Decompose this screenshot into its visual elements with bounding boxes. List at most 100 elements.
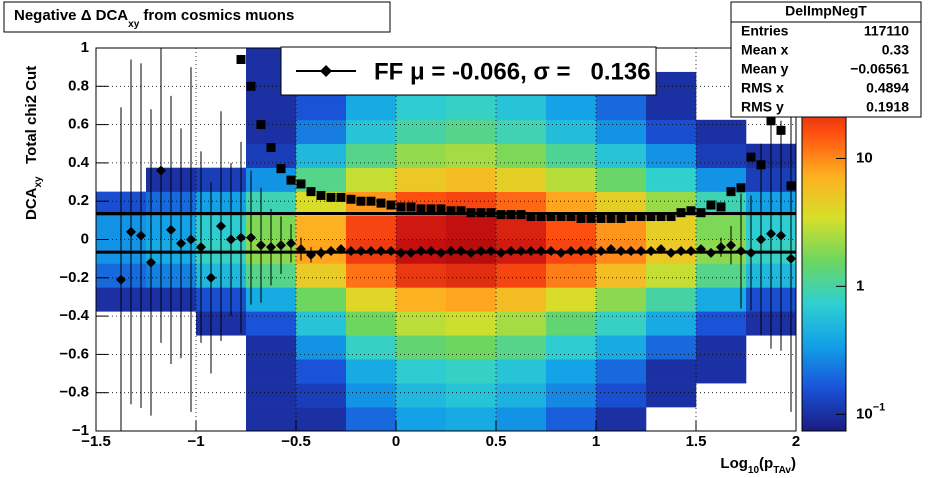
heatmap-cell <box>446 95 497 121</box>
sigma-marker <box>246 81 256 91</box>
xlabel-part: Log <box>720 455 748 472</box>
sigma-marker <box>366 196 376 206</box>
heatmap-cell <box>596 335 647 360</box>
stats-label: Entries <box>741 23 789 39</box>
heatmap-cell <box>546 191 597 216</box>
heatmap-cell <box>496 383 547 408</box>
title-sub: xy <box>128 19 140 30</box>
heatmap-cell <box>446 119 497 145</box>
mean-marker <box>136 230 146 241</box>
x-tick-label: 1 <box>592 433 600 450</box>
z-tick-base: 1 <box>856 277 864 294</box>
heatmap-cell <box>496 311 547 336</box>
stats-value: 0.33 <box>882 42 909 58</box>
y-tick-label: 0.4 <box>68 154 90 171</box>
heatmap-cell <box>396 95 447 121</box>
heatmap-cell <box>696 311 747 336</box>
heatmap-cell <box>446 311 497 336</box>
y-tick-label: −0.2 <box>59 269 89 286</box>
stats-label: Mean x <box>741 42 789 58</box>
sigma-marker <box>656 212 666 222</box>
sigma-marker <box>756 160 766 170</box>
sigma-marker <box>616 213 626 223</box>
heatmap-cell <box>246 95 297 121</box>
heatmap-cell <box>546 143 597 168</box>
heatmap-cell <box>646 95 697 121</box>
heatmap-cell <box>646 143 697 168</box>
mean-marker <box>376 245 386 256</box>
sigma-marker <box>666 212 676 222</box>
mean-marker <box>416 245 426 256</box>
heatmap-cell <box>696 119 747 145</box>
x-tick-label: 2 <box>792 433 800 450</box>
z-tick-label: 1 <box>856 277 864 294</box>
heatmap-cell <box>396 119 447 145</box>
z-tick-exponent: −1 <box>873 401 886 413</box>
mean-marker <box>446 245 456 256</box>
heatmap-cell <box>496 407 547 431</box>
heatmap-cell <box>396 143 447 168</box>
heatmap-cell <box>396 407 447 431</box>
sigma-marker <box>546 212 556 222</box>
mean-marker <box>396 247 406 258</box>
heatmap-cell <box>396 263 447 288</box>
heatmap-cell <box>296 95 347 121</box>
mean-marker <box>506 245 516 256</box>
z-tick-base: 10 <box>856 405 873 422</box>
mean-marker <box>726 240 736 251</box>
mean-marker <box>206 272 216 283</box>
heatmap-cell <box>546 167 597 192</box>
heatmap-cell <box>496 167 547 192</box>
heatmap-cell <box>596 167 647 192</box>
sigma-marker <box>646 212 656 222</box>
mean-marker <box>286 238 296 249</box>
heatmap-cell <box>346 383 397 408</box>
heatmap-cell <box>546 383 597 408</box>
mean-marker <box>716 242 726 253</box>
heatmap-cell <box>296 383 347 408</box>
heatmap-cell <box>496 95 547 121</box>
heatmap-cell <box>246 335 297 360</box>
title-part: from cosmics muons <box>139 7 294 24</box>
heatmap-cell <box>446 143 497 168</box>
stats-label: RMS x <box>741 80 784 96</box>
z-tick-base: 10 <box>856 149 873 166</box>
sigma-marker <box>766 116 776 126</box>
mean-marker <box>626 245 636 256</box>
heatmap-cell <box>646 119 697 145</box>
sigma-marker <box>626 212 636 222</box>
heatmap-cell <box>546 335 597 360</box>
sigma-marker <box>336 192 346 202</box>
sigma-marker <box>636 212 646 222</box>
x-tick-label: 0.5 <box>486 433 507 450</box>
heatmap-cell <box>646 383 697 408</box>
heatmap-cell <box>346 119 397 145</box>
x-tick-label: 1.5 <box>686 433 707 450</box>
heatmap-cell <box>296 407 347 431</box>
mean-marker <box>456 245 466 256</box>
mean-marker <box>636 245 646 256</box>
x-axis-label: Log10(pTAv) <box>720 455 796 476</box>
heatmap-cell <box>596 311 647 336</box>
heatmap-cell <box>296 263 347 288</box>
heatmap-cell <box>546 407 597 431</box>
heatmap-cell <box>496 335 547 360</box>
heatmap-cell <box>596 95 647 121</box>
sigma-marker <box>706 200 716 210</box>
sigma-marker <box>696 208 706 218</box>
mean-marker <box>266 242 276 253</box>
z-tick-label: 10 <box>856 149 873 166</box>
sigma-marker <box>556 212 566 222</box>
mean-marker <box>276 240 286 251</box>
x-tick-label: −0.5 <box>281 433 311 450</box>
sigma-marker <box>306 187 316 197</box>
heatmap-cell <box>446 287 497 312</box>
mean-marker <box>346 245 356 256</box>
sigma-marker <box>736 183 746 193</box>
y-tick-label: −1 <box>72 422 89 439</box>
heatmap-cell <box>496 143 547 168</box>
sigma-marker <box>686 206 696 216</box>
sigma-marker <box>516 210 526 220</box>
mean-marker <box>146 257 156 268</box>
heatmap-cell <box>346 143 397 168</box>
